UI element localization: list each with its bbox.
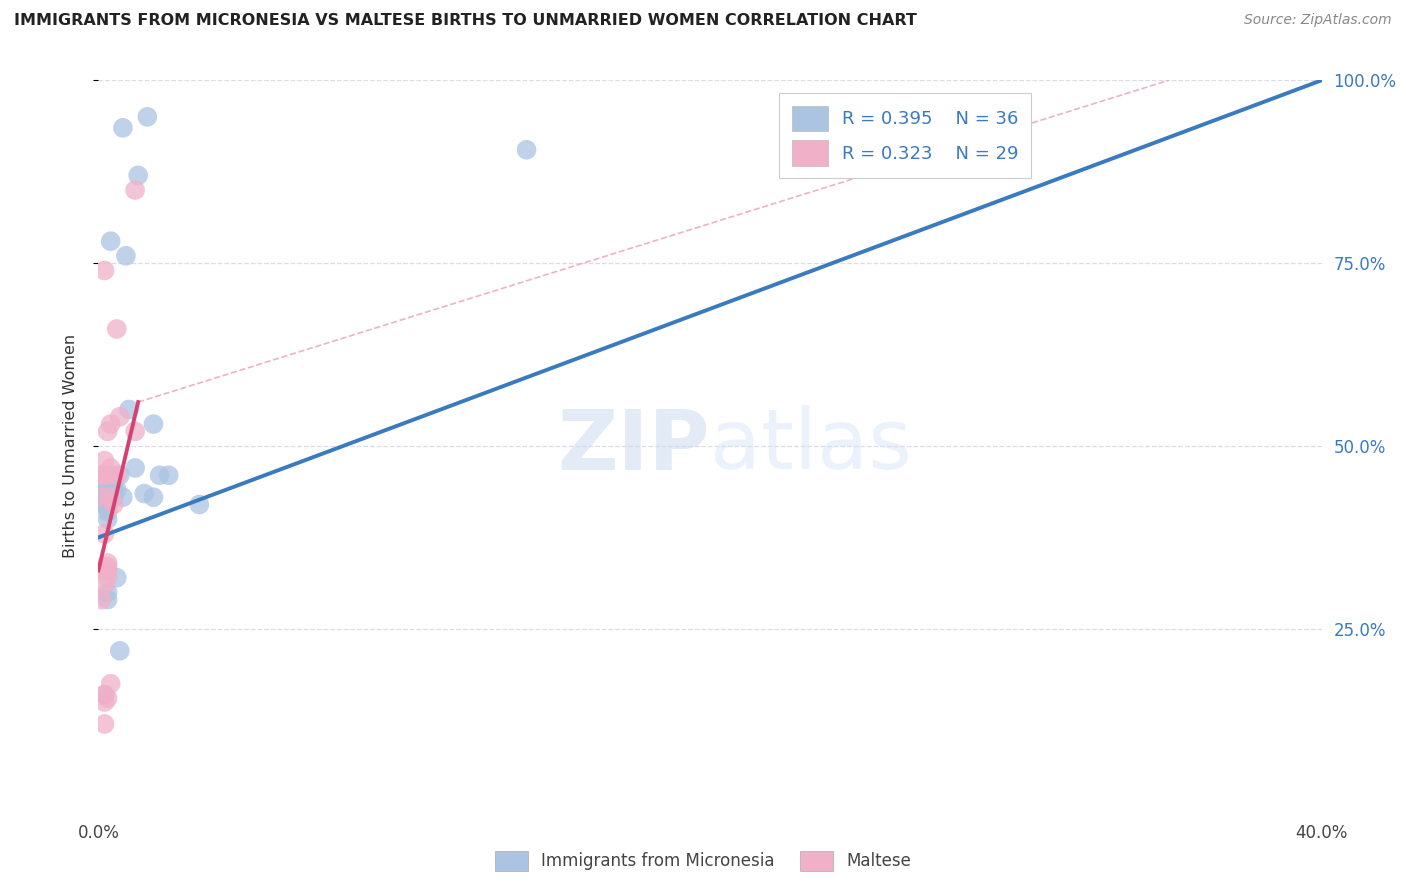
Text: Source: ZipAtlas.com: Source: ZipAtlas.com: [1244, 13, 1392, 28]
Point: [93, 695, 115, 709]
Point: [93, 688, 115, 702]
Point: [97, 691, 120, 706]
Point: [97, 512, 120, 526]
Point: [127, 169, 149, 183]
Point: [103, 483, 125, 497]
Point: [97, 425, 120, 439]
Point: [115, 249, 138, 263]
Point: [93, 498, 115, 512]
Point: [108, 644, 131, 658]
Point: [100, 490, 122, 504]
Point: [108, 468, 131, 483]
Point: [97, 563, 120, 577]
Point: [100, 461, 122, 475]
Point: [90, 486, 112, 500]
Point: [90, 486, 112, 500]
Point: [93, 578, 115, 592]
Point: [97, 490, 120, 504]
Point: [93, 526, 115, 541]
Point: [157, 468, 180, 483]
Point: [103, 483, 125, 497]
Point: [105, 483, 128, 497]
Point: [124, 183, 146, 197]
Point: [100, 234, 122, 248]
Point: [90, 490, 112, 504]
Point: [149, 468, 172, 483]
Point: [90, 468, 112, 483]
Point: [100, 490, 122, 504]
Point: [103, 483, 125, 497]
Point: [97, 556, 120, 570]
Point: [134, 486, 156, 500]
Point: [118, 402, 141, 417]
Point: [93, 468, 115, 483]
Point: [93, 717, 115, 731]
Point: [93, 688, 115, 702]
Point: [103, 490, 125, 504]
Point: [103, 498, 125, 512]
Point: [136, 110, 159, 124]
Point: [93, 563, 115, 577]
Point: [100, 676, 122, 690]
Text: IMMIGRANTS FROM MICRONESIA VS MALTESE BIRTHS TO UNMARRIED WOMEN CORRELATION CHAR: IMMIGRANTS FROM MICRONESIA VS MALTESE BI…: [14, 13, 917, 29]
Point: [90, 592, 112, 607]
Point: [97, 501, 120, 516]
Point: [93, 263, 115, 277]
Legend: Immigrants from Micronesia, Maltese: Immigrants from Micronesia, Maltese: [486, 842, 920, 880]
Point: [97, 585, 120, 599]
Point: [97, 571, 120, 585]
Point: [97, 592, 120, 607]
Point: [100, 417, 122, 431]
Point: [111, 120, 134, 135]
Point: [105, 468, 128, 483]
Y-axis label: Births to Unmarried Women: Births to Unmarried Women: [63, 334, 77, 558]
Point: [111, 490, 134, 504]
Point: [90, 483, 112, 497]
Point: [105, 322, 128, 336]
Point: [124, 461, 146, 475]
Legend: R = 0.395    N = 36, R = 0.323    N = 29: R = 0.395 N = 36, R = 0.323 N = 29: [779, 93, 1031, 178]
Point: [97, 505, 120, 519]
Point: [142, 490, 165, 504]
Point: [188, 498, 211, 512]
Point: [97, 498, 120, 512]
Point: [124, 425, 146, 439]
Point: [516, 143, 538, 157]
Text: atlas: atlas: [710, 406, 911, 486]
Text: ZIP: ZIP: [558, 406, 710, 486]
Point: [142, 417, 165, 431]
Point: [105, 571, 128, 585]
Point: [108, 409, 131, 424]
Point: [97, 468, 120, 483]
Point: [93, 453, 115, 467]
Point: [97, 559, 120, 574]
